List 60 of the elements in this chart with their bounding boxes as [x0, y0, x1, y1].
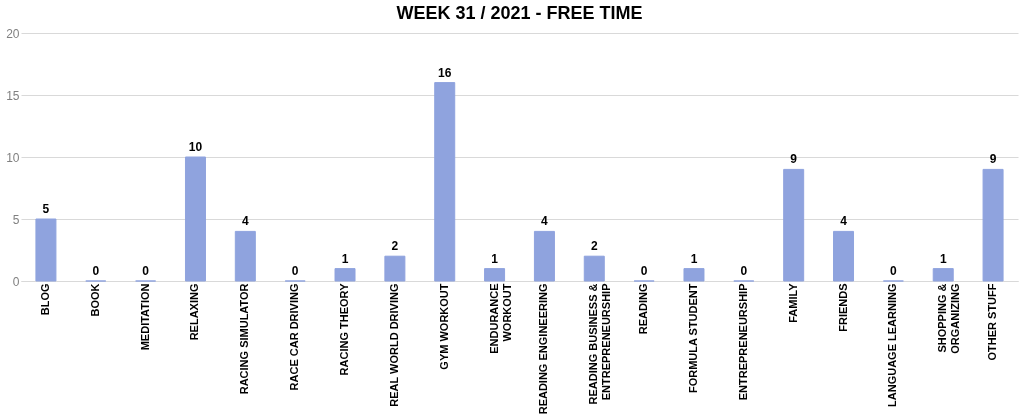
- data-label: 16: [438, 65, 452, 80]
- x-tick-label: ENTREPRENEURSHIP: [736, 283, 749, 401]
- x-tick-label: GYM WORKOUT: [437, 283, 450, 370]
- chart-title: WEEK 31 / 2021 - FREE TIME: [396, 3, 643, 23]
- data-label: 0: [291, 264, 299, 278]
- data-label: 1: [341, 251, 349, 266]
- bar: [484, 268, 506, 282]
- x-tick-label: OTHER STUFF: [986, 283, 999, 361]
- x-tick-label: RACING THEORY: [338, 282, 351, 376]
- x-tick-label: FAMILY: [786, 282, 799, 323]
- bar: [35, 218, 57, 282]
- data-label: 4: [541, 214, 549, 229]
- y-tick-label: 10: [6, 150, 20, 165]
- x-tick-label: RACING SIMULATOR: [238, 283, 251, 395]
- x-tick-label: READING BUSINESS & ENTREPRENEURSHIP: [587, 283, 613, 405]
- data-label: 2: [391, 239, 399, 254]
- data-label: 10: [188, 140, 203, 154]
- data-label: 5: [42, 202, 50, 216]
- x-tick-label: READING ENGINEERING: [537, 283, 550, 415]
- x-tick-label: ENDURANCE WORKOUT: [487, 283, 513, 354]
- x-tick-label: BOOK: [88, 283, 101, 317]
- bar: [783, 168, 805, 282]
- bar: [683, 268, 705, 282]
- bar: [234, 230, 256, 282]
- x-tick-label: SHOPPING & ORGANIZING: [936, 283, 962, 354]
- bar: [533, 230, 555, 282]
- y-tick-label: 0: [12, 274, 20, 289]
- x-tick-label: FRIENDS: [836, 283, 849, 332]
- y-tick-label: 5: [12, 212, 20, 227]
- data-label: 9: [790, 152, 798, 167]
- x-tick-label: FORMULA STUDENT: [686, 283, 699, 394]
- data-label: 0: [740, 264, 748, 278]
- data-label: 9: [989, 152, 997, 167]
- data-label: 0: [92, 264, 100, 278]
- x-tick-label: RELAXING: [188, 283, 201, 341]
- y-tick-label: 20: [6, 26, 20, 41]
- data-label: 2: [590, 239, 598, 254]
- bar: [434, 82, 456, 282]
- data-label: 4: [241, 214, 249, 229]
- x-tick-label: RACE CAR DRIVING: [288, 283, 301, 391]
- x-tick-label: REAL WORLD DRIVING: [387, 283, 400, 407]
- bar: [583, 255, 605, 282]
- bar: [334, 268, 356, 282]
- data-label: 1: [939, 251, 947, 266]
- y-tick-label: 15: [6, 88, 20, 103]
- x-tick-label: READING: [637, 283, 650, 335]
- bar: [184, 156, 206, 282]
- x-tick-label: BLOG: [38, 283, 51, 316]
- x-tick-label: LANGUAGE LEARNING: [886, 283, 899, 407]
- data-label: 1: [690, 251, 698, 266]
- data-label: 0: [640, 264, 648, 278]
- data-label: 1: [491, 251, 499, 266]
- bar: [833, 230, 855, 282]
- bar: [384, 255, 406, 282]
- x-tick-label: MEDITATION: [138, 283, 151, 351]
- data-label: 0: [142, 264, 150, 278]
- bar: [932, 268, 954, 282]
- bar: [982, 168, 1004, 282]
- data-label: 0: [890, 264, 898, 278]
- data-label: 4: [840, 214, 848, 229]
